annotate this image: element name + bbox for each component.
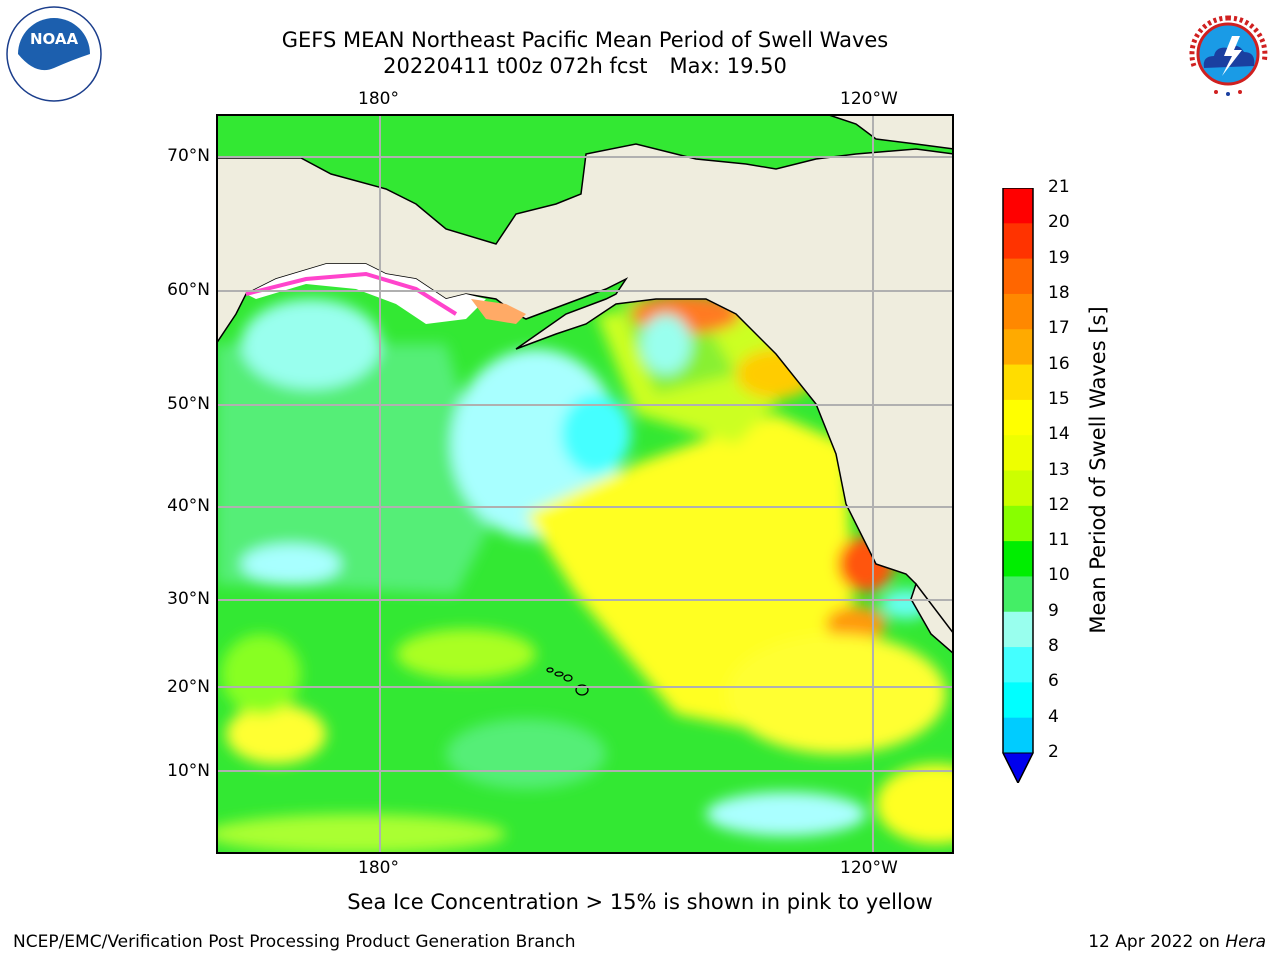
colorbar-band [1003,364,1033,401]
colorbar-tick-label: 9 [1048,600,1059,621]
lat-label-30n: 30°N [167,589,210,609]
lat-label-40n: 40°N [167,496,210,516]
colorbar-tick-label: 19 [1048,247,1070,268]
colorbar-tick-label: 13 [1048,459,1070,480]
colorbar-title: Mean Period of Swell Waves [s] [1086,306,1110,634]
colorbar-band [1003,188,1033,224]
lat-label-20n: 20°N [167,677,210,697]
footer-machine: Hera [1225,932,1266,952]
colorbar-tick-label: 21 [1048,177,1070,197]
lat-label-60n: 60°N [167,280,210,300]
footer-date: 12 Apr 2022 on Hera [1088,932,1266,952]
colorbar-tick-label: 14 [1048,424,1070,445]
lat-label-70n: 70°N [167,146,210,166]
colorbar-tick-label: 12 [1048,494,1070,515]
colorbar-tick-label: 10 [1048,565,1070,586]
colorbar-tick-label: 11 [1048,530,1070,551]
lon-label-top-120w: 120°W [840,89,898,109]
colorbar-band [1003,682,1033,719]
colorbar-band [1003,541,1033,577]
colorbar-band [1003,223,1033,260]
colorbar-band [1003,611,1033,648]
colorbar-band [1003,576,1033,613]
colorbar-outline [1002,187,1034,785]
colorbar-band [1003,399,1033,436]
colorbar-band [1003,293,1033,330]
lat-label-10n: 10°N [167,761,210,781]
lat-label-50n: 50°N [167,394,210,414]
colorbar-tick-label: 16 [1048,353,1070,374]
nws-logo-icon [1180,6,1276,102]
lon-label-top-180: 180° [358,89,399,109]
colorbar-tick-label: 20 [1048,212,1070,233]
colorbar-band [1003,258,1033,295]
gridlines [216,114,954,854]
colorbar-tick-label: 2 [1048,742,1059,762]
colorbar-band [1003,470,1033,507]
colorbar-band [1003,435,1033,471]
svg-text:NOAA: NOAA [30,30,79,48]
colorbar-tick-label: 6 [1048,671,1059,692]
colorbar-band [1003,647,1033,683]
footer-credit: NCEP/EMC/Verification Post Processing Pr… [13,932,576,952]
sea-ice-caption: Sea Ice Concentration > 15% is shown in … [347,890,933,914]
colorbar-tick-label: 15 [1048,388,1070,409]
colorbar [1002,187,1034,785]
colorbar-band [1003,717,1033,754]
lon-label-bottom-180: 180° [358,858,399,878]
colorbar-tick-label: 17 [1048,318,1070,339]
max-value-text: Max: 19.50 [669,54,787,78]
footer-date-text: 12 Apr 2022 on [1088,932,1226,952]
colorbar-tick-label: 8 [1048,636,1059,657]
colorbar-band [1003,329,1033,366]
map-subtitle: 20220411 t00z 072h fcst Max: 19.50 [0,53,1170,79]
swell-period-map [216,114,954,854]
colorbar-extend-arrow [1002,752,1034,785]
sea-ice [245,264,526,324]
forecast-run-text: 20220411 t00z 072h fcst [383,54,648,78]
colorbar-tick-label: 4 [1048,706,1059,727]
land-areas [216,114,954,655]
colorbar-band [1003,505,1033,542]
map-title: GEFS MEAN Northeast Pacific Mean Period … [281,28,889,52]
noaa-logo-icon: NOAA [6,6,102,102]
lon-label-bottom-120w: 120°W [840,858,898,878]
colorbar-tick-label: 18 [1048,282,1070,303]
